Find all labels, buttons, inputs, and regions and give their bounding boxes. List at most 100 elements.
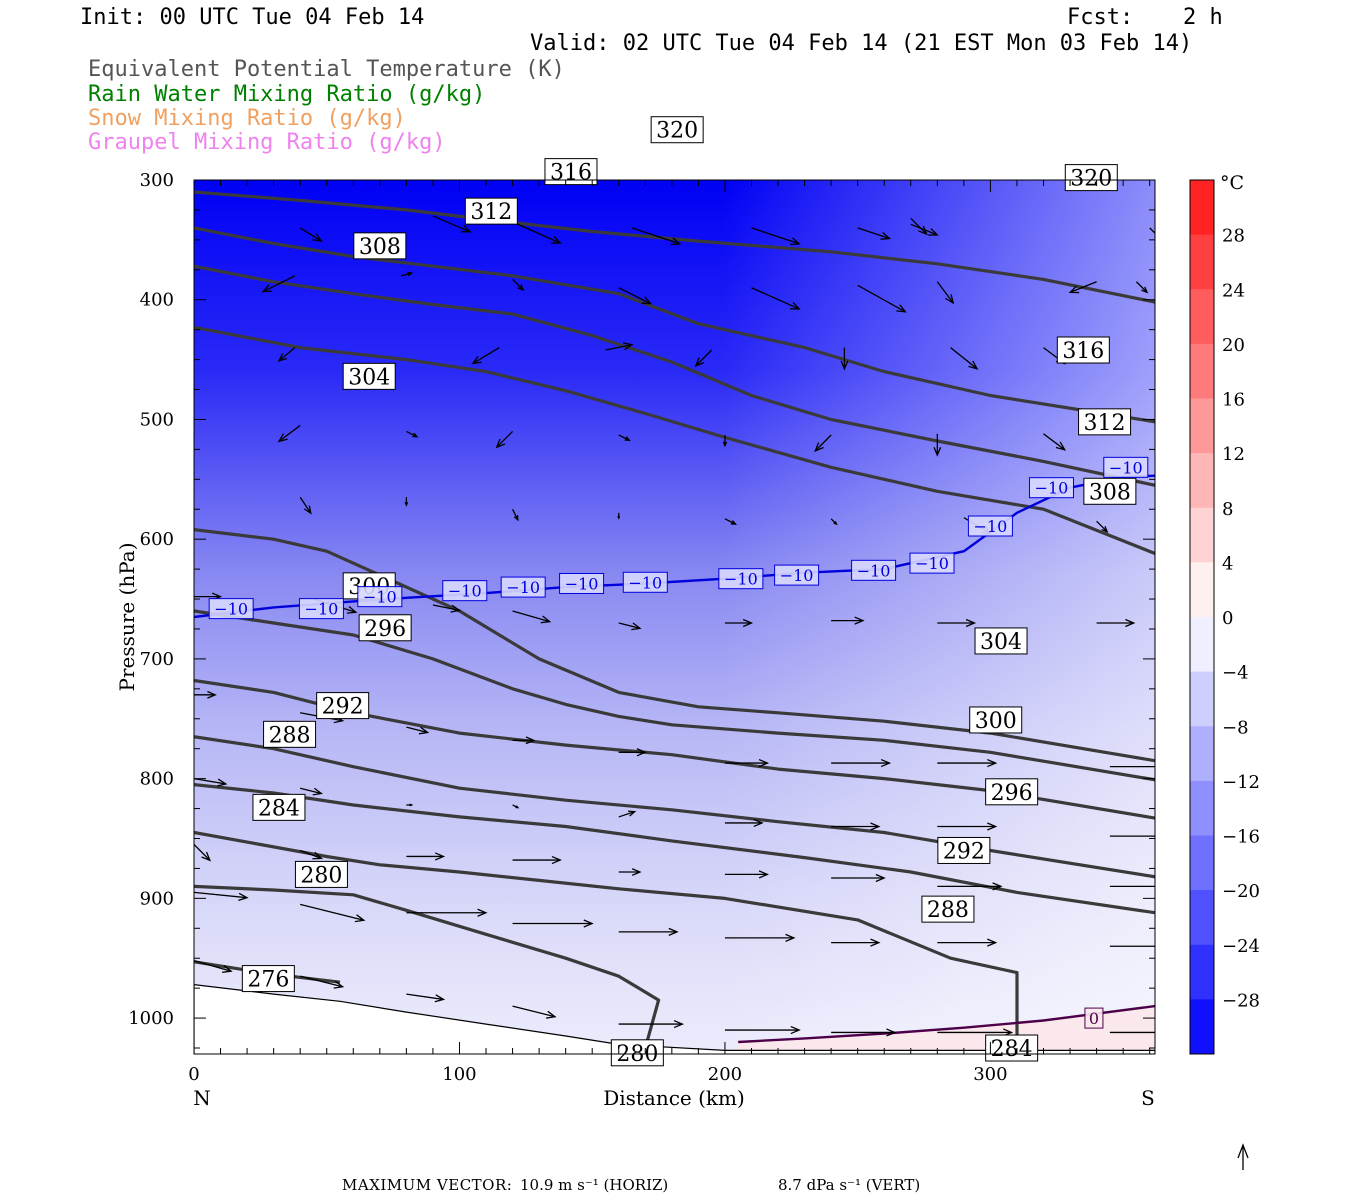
y-tick-label: 700 [140,649,174,670]
theta-e-contour-320 [194,190,1155,304]
wind-vector [724,818,764,828]
legend-snow: Snow Mixing Ratio (g/kg) [88,106,406,131]
temperature-label-minus10: −10 [298,598,344,620]
temperature-label-minus10: −10 [851,559,897,581]
wind-vector [724,618,754,628]
svg-text:−10: −10 [724,570,758,589]
wind-vector [495,430,514,449]
wind-vector [512,736,536,745]
svg-text:−10: −10 [1035,479,1069,498]
wind-vector [1043,433,1067,451]
theta-e-contour-288 [194,783,1155,915]
svg-text:304: 304 [980,630,1022,655]
colorbar-swatch [1190,617,1214,673]
wind-vector [512,278,525,292]
wind-vector [631,227,682,246]
temperature-label-minus10: −10 [500,576,546,598]
colorbar-swatch [1190,835,1214,891]
wind-vector [937,618,977,628]
x-tick-label: 300 [973,1064,1007,1085]
colorbar-swatch [1190,398,1214,454]
wind-vector [512,804,520,809]
wind-vector [936,281,955,305]
max-vector-label: MAXIMUM VECTOR: [342,1176,513,1194]
svg-text:−10: −10 [506,578,540,597]
wind-vector [724,870,770,879]
svg-text:−10: −10 [214,600,248,619]
init-time: Init: 00 UTC Tue 04 Feb 14 [80,5,425,30]
svg-text:−10: −10 [305,600,339,619]
colorbar-swatch [1190,289,1214,345]
colorbar-frame [1189,179,1215,1055]
wind-vector [618,622,642,631]
colorbar-tick-label: 28 [1222,226,1245,247]
temperature-label-minus10: −10 [967,515,1013,537]
theta-e-label-292: 292 [316,692,370,720]
wind-vector [831,822,881,831]
x-end-right-label: S [1141,1086,1155,1110]
theta-e-label-296: 296 [358,614,412,642]
y-tick-label: 500 [140,409,174,430]
theta-e-label-308: 308 [353,232,407,260]
max-vector-horiz: 10.9 m s⁻¹ (HORIZ) [520,1176,669,1194]
theta-e-contour-304 [194,528,1155,763]
svg-text:−10: −10 [363,588,397,607]
wind-vector [910,223,939,236]
theta-e-contour-292 [194,735,1155,879]
theta-e-label-280: 280 [294,860,348,888]
svg-text:288: 288 [269,723,311,748]
wind-vector [933,433,942,457]
svg-text:312: 312 [1084,411,1126,436]
wind-vector [1068,281,1097,294]
svg-text:0: 0 [1089,1009,1099,1028]
wind-vector [406,726,430,735]
svg-text:−10: −10 [915,554,949,573]
y-tick-label: 600 [140,529,174,550]
colorbar-unit: °C [1220,172,1244,194]
theta-e-label-308: 308 [1083,477,1137,505]
y-tick-label: 900 [140,888,174,909]
colorbar-tick-label: 8 [1222,499,1233,520]
wind-vector [432,604,462,613]
theta-e-contour-284 [194,830,1019,1048]
theta-e-label-316: 316 [544,158,598,186]
theta-e-label-316: 316 [1056,336,1110,364]
colorbar-tick-label: 20 [1222,335,1245,356]
wind-vector [937,882,1003,891]
theta-e-label-300: 300 [969,706,1023,734]
theta-e-label-304: 304 [974,627,1028,655]
colorbar-tick-label: −24 [1222,936,1260,957]
wind-vector [261,275,296,293]
theta-e-label-312: 312 [1078,408,1132,436]
theta-e-contour-312 [194,264,1155,487]
x-axis-label: Distance (km) [603,1086,745,1110]
colorbar-swatch [1190,453,1214,509]
wind-vector [618,748,647,757]
wind-vector [1135,281,1149,294]
wind-vector [1109,945,1155,947]
temperature-label-0: 0 [1084,1007,1104,1029]
svg-text:308: 308 [359,235,401,260]
wind-vector [300,787,324,796]
wind-vector [751,227,801,246]
wind-vector [1109,766,1155,768]
wind-vector [840,347,849,371]
wind-vector [512,221,562,244]
wind-vector [724,758,770,768]
wind-vector [512,1005,557,1019]
wind-vector [299,849,323,860]
valid-time: Valid: 02 UTC Tue 04 Feb 14 (21 EST Mon … [530,31,1193,56]
theta-e-contour-308 [194,325,1155,555]
wind-vector [937,822,998,831]
svg-text:−10: −10 [448,582,482,601]
svg-text:276: 276 [247,968,289,993]
y-tick-label: 800 [140,769,174,790]
wind-vector [910,217,928,236]
svg-text:292: 292 [322,695,364,720]
svg-text:−10: −10 [780,566,814,585]
theta-e-contour-280 [194,884,661,1049]
svg-text:320: 320 [656,119,698,144]
wind-vector [471,347,500,365]
colorbar-swatch [1190,180,1214,236]
theta-e-label-288: 288 [263,720,317,748]
